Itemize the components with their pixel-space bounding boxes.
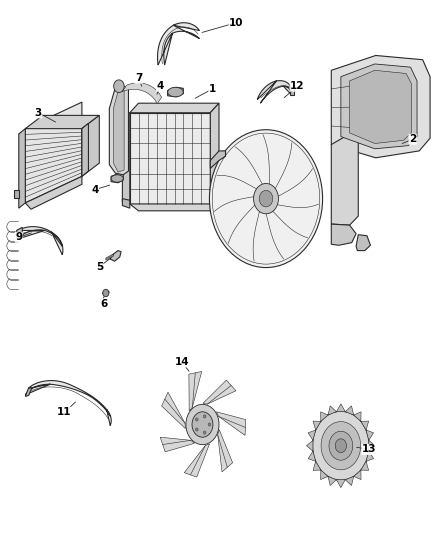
Text: 9: 9: [15, 232, 22, 243]
Polygon shape: [158, 23, 199, 65]
Polygon shape: [328, 477, 336, 486]
Circle shape: [254, 183, 279, 214]
Polygon shape: [356, 235, 371, 251]
Polygon shape: [19, 128, 25, 208]
Polygon shape: [168, 87, 184, 97]
Polygon shape: [218, 430, 233, 472]
Polygon shape: [160, 437, 194, 452]
Polygon shape: [361, 421, 369, 430]
Polygon shape: [106, 254, 114, 260]
Polygon shape: [14, 190, 19, 198]
Circle shape: [195, 428, 198, 431]
Circle shape: [186, 405, 219, 445]
Polygon shape: [321, 412, 328, 422]
Polygon shape: [130, 103, 219, 113]
Text: 5: 5: [95, 262, 103, 271]
Polygon shape: [82, 123, 88, 176]
Polygon shape: [82, 115, 99, 176]
Polygon shape: [168, 87, 184, 97]
Polygon shape: [25, 176, 82, 209]
Polygon shape: [162, 392, 185, 429]
Polygon shape: [313, 421, 321, 430]
Polygon shape: [257, 80, 291, 103]
Polygon shape: [354, 412, 361, 422]
Polygon shape: [25, 115, 99, 128]
Polygon shape: [350, 70, 411, 143]
Circle shape: [259, 190, 273, 207]
Polygon shape: [307, 440, 313, 451]
Text: 6: 6: [100, 298, 107, 309]
Polygon shape: [18, 227, 63, 255]
Polygon shape: [216, 412, 246, 435]
Circle shape: [208, 423, 211, 426]
Polygon shape: [290, 88, 294, 95]
Polygon shape: [111, 174, 123, 183]
Polygon shape: [366, 430, 374, 440]
Polygon shape: [122, 199, 130, 208]
Polygon shape: [17, 227, 22, 239]
Text: 2: 2: [409, 134, 416, 144]
Polygon shape: [341, 64, 417, 149]
Circle shape: [209, 130, 322, 268]
Polygon shape: [313, 462, 321, 470]
Polygon shape: [111, 175, 123, 182]
Polygon shape: [345, 406, 354, 415]
Polygon shape: [184, 444, 209, 477]
Text: 7: 7: [135, 73, 142, 83]
Text: 14: 14: [175, 357, 189, 367]
Polygon shape: [321, 470, 328, 480]
Polygon shape: [122, 83, 162, 104]
Circle shape: [203, 415, 206, 418]
Polygon shape: [130, 113, 210, 204]
Polygon shape: [114, 90, 124, 172]
Polygon shape: [369, 440, 375, 451]
Polygon shape: [331, 55, 430, 158]
Circle shape: [114, 80, 124, 93]
Circle shape: [192, 412, 213, 437]
Text: 10: 10: [229, 18, 244, 28]
Circle shape: [195, 418, 198, 421]
Polygon shape: [102, 290, 110, 296]
Polygon shape: [292, 85, 296, 88]
Text: 13: 13: [362, 445, 376, 455]
Polygon shape: [345, 477, 354, 486]
Polygon shape: [328, 406, 336, 415]
Polygon shape: [336, 404, 345, 411]
Polygon shape: [366, 451, 374, 462]
Polygon shape: [210, 151, 226, 168]
Polygon shape: [110, 85, 128, 175]
Polygon shape: [203, 380, 236, 404]
Polygon shape: [331, 224, 356, 245]
Polygon shape: [25, 387, 32, 397]
Circle shape: [335, 439, 346, 453]
Text: 4: 4: [156, 81, 164, 91]
Text: 1: 1: [209, 84, 216, 94]
Polygon shape: [308, 430, 316, 440]
Polygon shape: [130, 204, 219, 211]
Circle shape: [321, 422, 360, 470]
Circle shape: [103, 289, 109, 297]
Circle shape: [259, 190, 273, 207]
Polygon shape: [361, 462, 369, 470]
Polygon shape: [308, 451, 316, 462]
Polygon shape: [25, 381, 111, 425]
Text: 3: 3: [35, 108, 42, 118]
Circle shape: [313, 411, 369, 480]
Circle shape: [329, 431, 353, 460]
Polygon shape: [25, 102, 82, 203]
Polygon shape: [189, 372, 202, 411]
Polygon shape: [110, 251, 121, 261]
Polygon shape: [210, 103, 219, 204]
Polygon shape: [354, 470, 361, 480]
Polygon shape: [331, 134, 358, 225]
Polygon shape: [336, 480, 345, 488]
Circle shape: [203, 431, 206, 434]
Polygon shape: [122, 113, 130, 204]
Text: 12: 12: [290, 81, 304, 91]
Text: 11: 11: [57, 407, 72, 417]
Text: 4: 4: [91, 184, 99, 195]
